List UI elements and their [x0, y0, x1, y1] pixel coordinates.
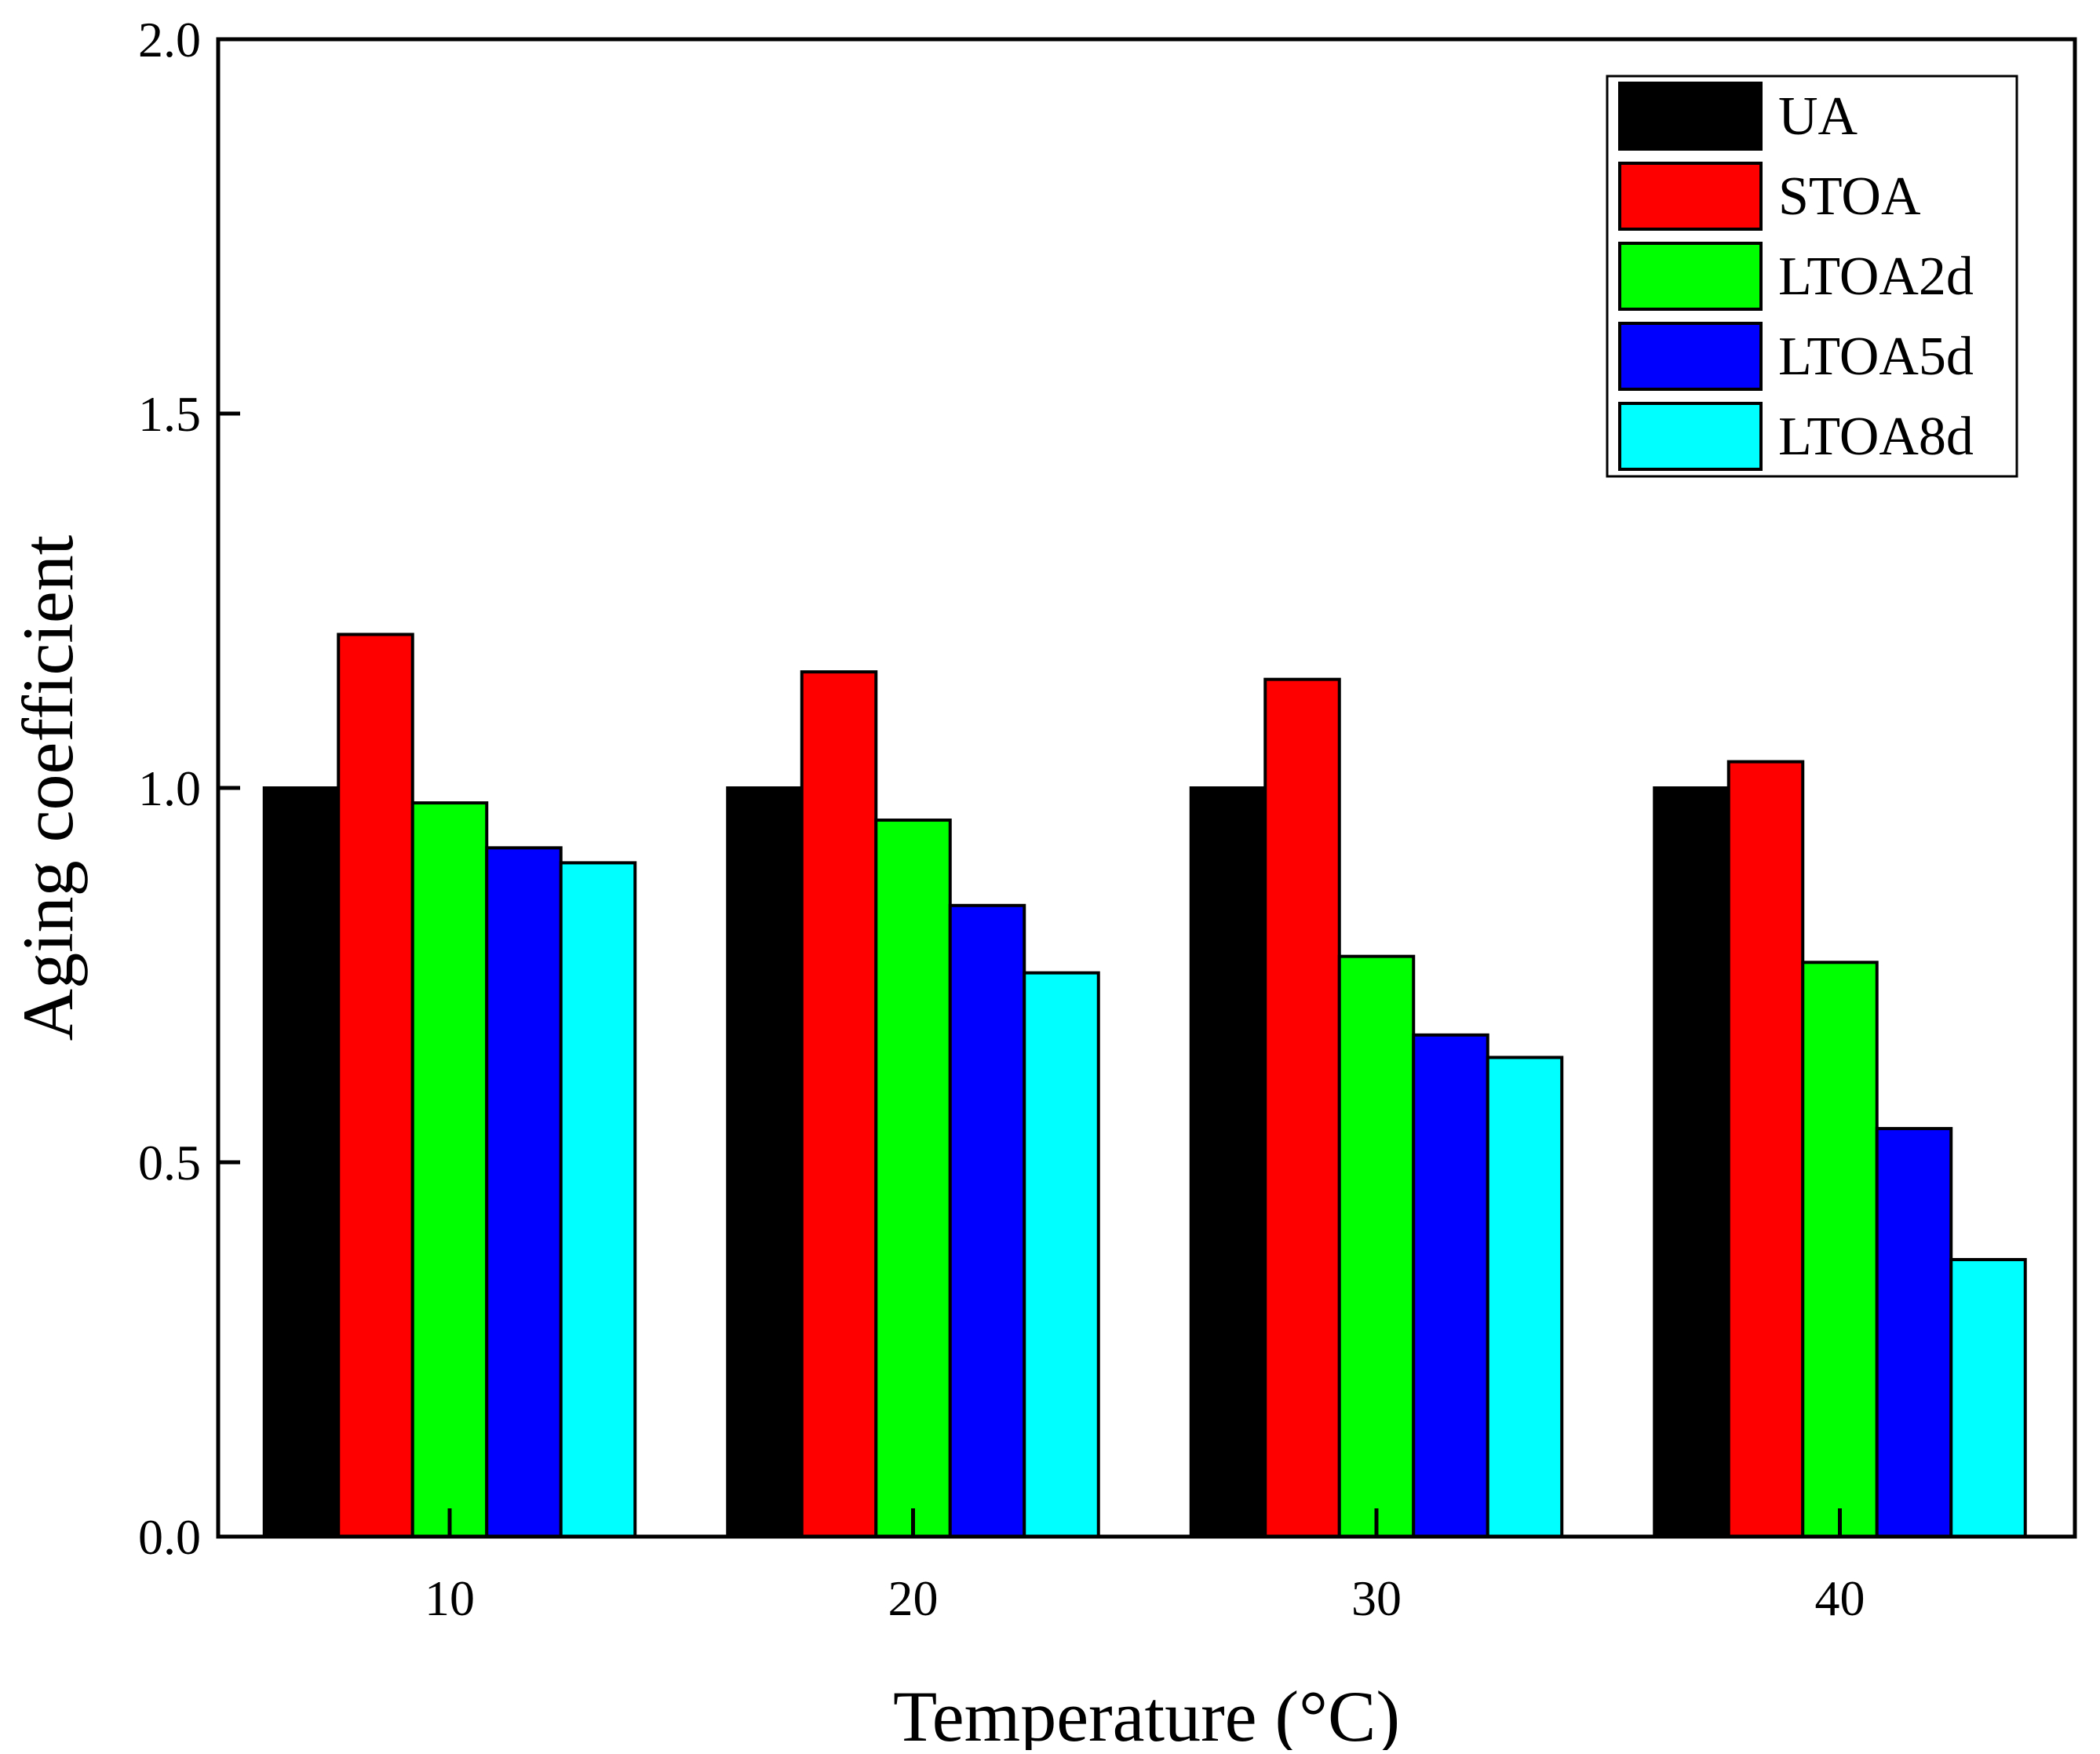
bar-ltoa2d-10 [410, 801, 489, 1538]
legend-label-ltoa8d: LTOA8d [1778, 407, 1974, 467]
bar-stoa-10 [337, 633, 414, 1538]
bar-ltoa5d-10 [485, 846, 563, 1538]
bar-ltoa5d-30 [1412, 1033, 1489, 1538]
legend: UA STOA LTOA2d LTOA5d LTOA8d [1606, 75, 2018, 478]
bar-stoa-30 [1263, 677, 1341, 1538]
bar-ltoa2d-40 [1801, 961, 1879, 1538]
bar-ltoa8d-20 [1023, 971, 1100, 1538]
y-tick-label: 1.5 [138, 386, 201, 442]
bar-ua-40 [1653, 786, 1730, 1538]
bar-ua-10 [262, 786, 341, 1538]
legend-swatch-ltoa8d [1618, 402, 1763, 471]
legend-items: UA STOA LTOA2d LTOA5d LTOA8d [1618, 82, 1974, 471]
x-tick-label: 10 [425, 1570, 475, 1626]
x-axis-title: Temperature (°C) [893, 1676, 1400, 1750]
y-tick-label: 0.0 [138, 1509, 201, 1565]
y-axis-title: Aging coefficient [8, 534, 88, 1041]
bar-stoa-40 [1726, 760, 1805, 1538]
ticks-layer: 0.0 0.5 1.0 1.5 2.0 10 20 30 40 [138, 12, 1865, 1626]
legend-swatch-stoa [1618, 162, 1763, 231]
y-tick-label: 1.0 [138, 760, 201, 816]
legend-label-ltoa2d: LTOA2d [1778, 246, 1974, 307]
legend-swatch-ua [1618, 82, 1763, 151]
legend-label-stoa: STOA [1778, 166, 1921, 227]
bar-ltoa5d-20 [948, 903, 1026, 1538]
x-tick-label: 40 [1815, 1570, 1865, 1626]
bar-ltoa2d-30 [1337, 954, 1416, 1538]
bar-ua-30 [1189, 786, 1267, 1538]
legend-swatch-ltoa2d [1618, 242, 1763, 311]
bar-ltoa8d-30 [1486, 1056, 1564, 1538]
x-tick-label: 30 [1351, 1570, 1402, 1626]
legend-label-ua: UA [1778, 86, 1858, 147]
bar-ltoa8d-40 [1949, 1258, 2027, 1539]
bars-layer [262, 633, 2027, 1539]
legend-swatch-ltoa5d [1618, 322, 1763, 391]
bar-ltoa5d-40 [1875, 1127, 1953, 1538]
bar-ltoa8d-10 [559, 861, 637, 1538]
y-tick-label: 0.5 [138, 1135, 201, 1191]
x-tick-label: 20 [888, 1570, 939, 1626]
bar-ua-20 [726, 786, 804, 1538]
legend-label-ltoa5d: LTOA5d [1778, 326, 1974, 387]
bar-stoa-20 [800, 670, 878, 1538]
y-tick-label: 2.0 [138, 12, 201, 67]
bar-ltoa2d-20 [874, 819, 952, 1538]
